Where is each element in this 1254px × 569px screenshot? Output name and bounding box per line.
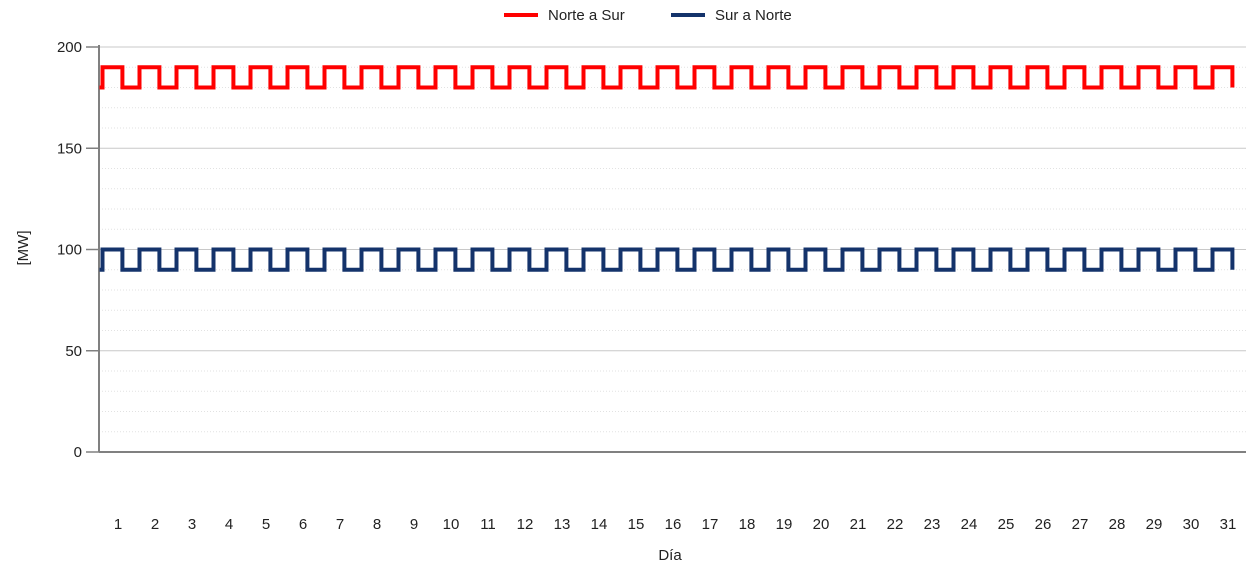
x-tick-label: 23: [924, 516, 941, 533]
y-tick-labels: 0 50 100 150 200: [57, 39, 99, 461]
legend-item-sur-a-norte[interactable]: Sur a Norte: [671, 7, 792, 24]
y-tick-label: 0: [74, 444, 82, 461]
legend: Norte a Sur Sur a Norte: [504, 7, 792, 24]
axes: [98, 45, 1246, 453]
series-line-sur-a-norte: [99, 247, 1235, 272]
grid-lines: [99, 46, 1246, 433]
x-tick-label: 10: [443, 516, 460, 533]
series-lines: [99, 65, 1235, 272]
x-tick-label: 8: [373, 516, 381, 533]
x-tick-label: 5: [262, 516, 270, 533]
x-tick-label: 1: [114, 516, 122, 533]
x-tick-label: 16: [665, 516, 682, 533]
x-tick-label: 24: [961, 516, 978, 533]
x-tick-label: 25: [998, 516, 1015, 533]
x-tick-label: 17: [702, 516, 719, 533]
series-line-norte-a-sur: [99, 65, 1235, 90]
x-tick-labels: 1 2 3 4 5 6 7 8 9 10 11 12 13 14 15 16 17 18 19 20 21 22 23 24 2…: [114, 516, 1237, 533]
x-tick-label: 28: [1109, 516, 1126, 533]
y-tick-label: 100: [57, 242, 82, 259]
x-tick-label: 13: [554, 516, 571, 533]
x-tick-label: 26: [1035, 516, 1052, 533]
x-tick-label: 6: [299, 516, 307, 533]
x-tick-label: 12: [517, 516, 534, 533]
x-tick-label: 22: [887, 516, 904, 533]
x-tick-label: 11: [480, 516, 496, 533]
x-tick-label: 29: [1146, 516, 1163, 533]
x-tick-label: 20: [813, 516, 830, 533]
x-tick-label: 18: [739, 516, 756, 533]
y-tick-label: 150: [57, 140, 82, 157]
x-tick-label: 30: [1183, 516, 1200, 533]
x-tick-label: 4: [225, 516, 233, 533]
x-tick-label: 3: [188, 516, 196, 533]
x-tick-label: 2: [151, 516, 159, 533]
legend-label-sur-a-norte: Sur a Norte: [715, 7, 792, 24]
x-tick-label: 9: [410, 516, 418, 533]
x-tick-label: 7: [336, 516, 344, 533]
legend-item-norte-a-sur[interactable]: Norte a Sur: [504, 7, 625, 24]
x-tick-label: 31: [1220, 516, 1237, 533]
y-tick-label: 50: [65, 343, 82, 360]
x-tick-label: 19: [776, 516, 793, 533]
x-axis-title: Día: [658, 547, 682, 564]
x-tick-label: 27: [1072, 516, 1089, 533]
legend-label-norte-a-sur: Norte a Sur: [548, 7, 625, 24]
x-tick-label: 21: [850, 516, 867, 533]
x-tick-label: 15: [628, 516, 645, 533]
y-axis-title: [MW]: [15, 231, 32, 266]
x-tick-label: 14: [591, 516, 608, 533]
y-tick-label: 200: [57, 39, 82, 56]
